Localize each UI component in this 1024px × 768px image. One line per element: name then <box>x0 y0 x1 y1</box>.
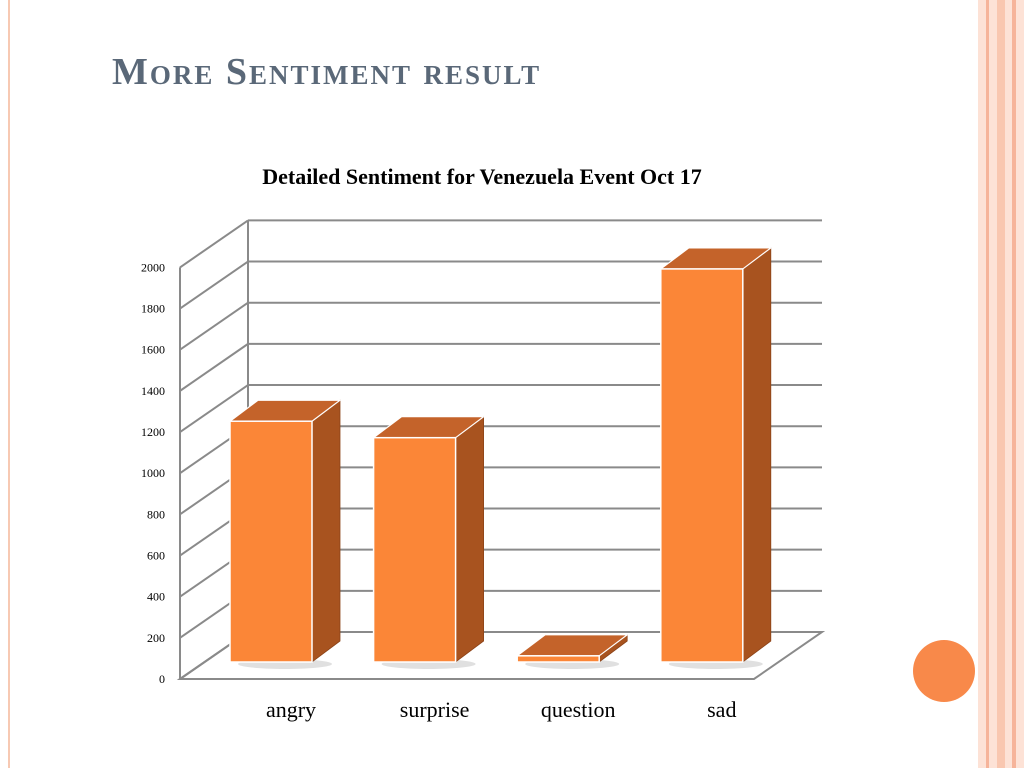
bar <box>372 436 457 663</box>
x-tick-label: surprise <box>400 697 470 722</box>
bar <box>660 268 744 663</box>
y-tick-label: 1000 <box>141 466 165 480</box>
y-tick-label: 1200 <box>141 425 165 439</box>
x-tick-label: question <box>541 697 616 722</box>
y-tick-label: 400 <box>147 590 165 604</box>
right-border-line-1 <box>986 0 989 768</box>
y-tick-label: 0 <box>159 672 165 686</box>
side-wall-gridline <box>179 219 249 269</box>
side-wall-gridline <box>179 384 249 433</box>
slide-title: More Sentiment result <box>112 51 542 93</box>
y-tick-label: 2000 <box>141 260 165 274</box>
side-wall-gridline <box>179 301 249 351</box>
right-border-line-2 <box>997 0 1005 768</box>
y-tick-label: 200 <box>147 631 165 645</box>
y-tick-label: 1400 <box>141 384 165 398</box>
x-tick-label: sad <box>707 697 736 722</box>
bar-side <box>742 247 772 663</box>
right-border-line-3 <box>1012 0 1016 768</box>
y-tick-label: 1800 <box>141 302 165 316</box>
left-border-stripe <box>8 0 10 768</box>
side-wall-gridline <box>179 260 249 310</box>
bar <box>516 655 600 663</box>
chart-floor <box>176 631 826 680</box>
bar-side <box>455 415 485 663</box>
decorative-circle <box>913 640 975 702</box>
x-tick-label: angry <box>266 697 316 722</box>
bar <box>229 420 313 663</box>
side-wall-gridline <box>179 343 249 392</box>
bar-side <box>311 399 341 663</box>
chart-title: Detailed Sentiment for Venezuela Event O… <box>262 164 702 189</box>
y-tick-label: 1600 <box>141 343 165 357</box>
y-tick-label: 800 <box>147 507 165 521</box>
y-tick-label: 600 <box>147 549 165 563</box>
